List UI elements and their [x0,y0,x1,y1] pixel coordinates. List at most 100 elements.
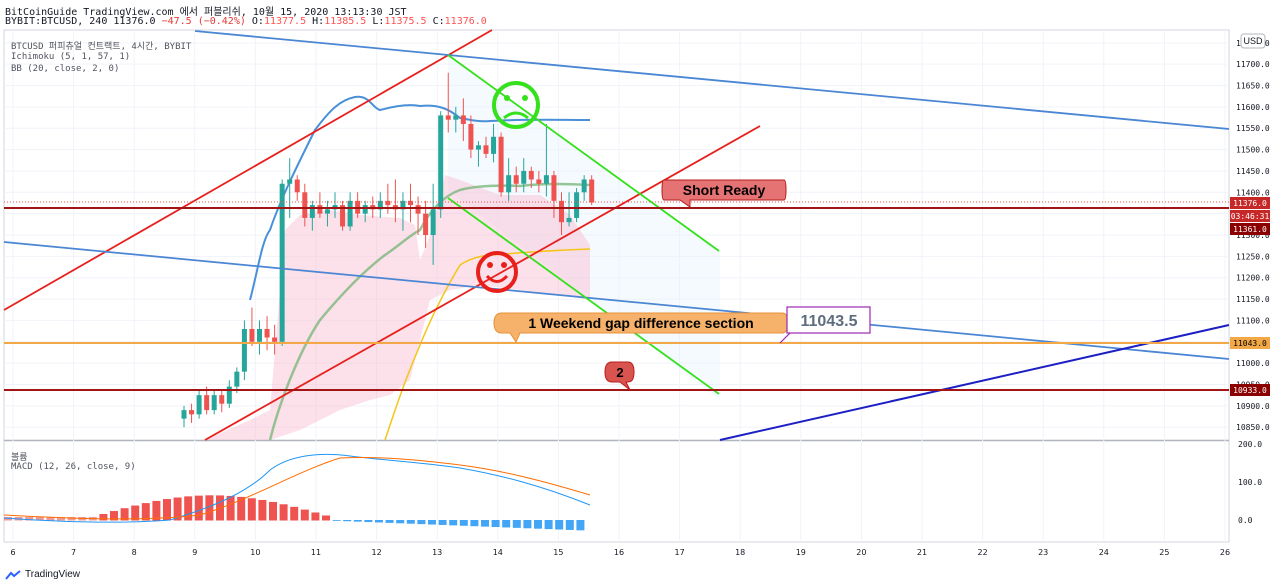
time-tick-label: 24 [1099,548,1109,557]
macd-histogram-bar [110,511,118,521]
time-tick-label: 13 [432,548,442,557]
price-tick-label: 11600.0 [1236,103,1270,112]
legend-macd[interactable]: MACD (12, 26, close, 9) [11,462,136,472]
legend-bb[interactable]: BB (20, close, 2, 0) [11,64,120,74]
macd-histogram-bar [247,498,256,521]
price-tick-label: 10850.0 [1236,423,1270,432]
macd-line [3,453,591,523]
price-tick-label: 11400.0 [1236,188,1270,197]
macd-histogram-bar [375,520,383,523]
candle-body [347,200,353,227]
macd-histogram-bar [226,495,235,521]
level1-tag: 11361.0 [1230,223,1270,235]
time-tick-label: 7 [71,548,76,557]
open-label: O: [251,16,264,27]
candle-body [211,395,217,411]
macd-indicator [3,453,591,531]
price-tick-label: 11200.0 [1236,274,1270,283]
price-tick-label: 11550.0 [1236,124,1270,133]
candle-body [196,395,202,415]
high-label: H: [312,16,325,27]
macd-histogram-bar [417,520,426,525]
time-tick-label: 6 [10,548,15,557]
countdown-tag: 03:46:31 [1230,210,1270,222]
level-two-callout[interactable]: 2 [604,361,635,391]
price-tick-label: 11500.0 [1236,146,1270,155]
time-axis[interactable]: 6 7 8 9 10 11 12 13 14 15 16 17 18 19 20 21 22 23 24 25 26 [10,548,1230,557]
macd-histogram-bar [35,516,44,521]
candle-body [498,136,504,193]
macd-histogram-bar [385,520,394,523]
trend-line-blue-lower [3,241,1230,360]
candle-body [574,192,580,218]
macd-histogram-bar [279,504,288,521]
macd-histogram-bar [449,520,458,526]
time-tick-label: 21 [917,548,927,557]
candle-body [272,337,278,342]
macd-tick-label: 0.0 [1238,516,1253,525]
legend-volume[interactable]: 볼륨 [11,453,28,463]
candle-body [589,179,595,203]
close-value: 11376.0 [444,16,487,27]
happy-face-icon [476,251,518,293]
time-tick-label: 11 [311,548,321,557]
candles [181,72,595,428]
level-two-label: 2 [616,365,623,380]
macd-histogram-bar [300,509,309,521]
macd-histogram-bar [470,520,479,527]
channel-line-green-upper [447,54,720,252]
candle-body [340,205,346,227]
countdown-text: 03:46:31 [1231,212,1270,221]
candle-body [415,205,421,214]
macd-histogram-bar [322,515,330,521]
trend-line-dark-blue [719,324,1230,441]
candle-body [309,205,315,218]
symbol-ohlc-line: BYBIT:BTCUSD, 240 11376.0 −47.5 (−0.42%)… [5,16,487,27]
time-tick-label: 8 [132,548,137,557]
macd-histogram-bar [290,506,299,521]
candle-body [257,328,262,342]
price-tick-label: 11150.0 [1236,295,1270,304]
candle-body [475,145,481,150]
low-label: L: [372,16,385,27]
weekend-gap-label: 1 Weekend gap difference section [528,315,753,331]
macd-histogram-bar [57,516,65,521]
price-tick-label: 10900.0 [1236,402,1270,411]
macd-pane[interactable] [3,440,1230,543]
macd-histogram-bar [311,512,320,521]
price-tick-label: 11250.0 [1236,252,1270,261]
candle-body [423,213,429,235]
macd-tick-label: 100.0 [1238,478,1262,487]
gap-value-box[interactable]: 11043.5 [779,306,871,344]
candle-body [317,205,323,214]
macd-histogram-bar [194,495,203,521]
currency-button[interactable]: USD [1240,33,1266,49]
symbol-label: BYBIT:BTCUSD, 240 [5,16,108,27]
price-tick-label: 11100.0 [1236,316,1270,325]
short-ready-callout[interactable]: Short Ready [661,179,787,208]
time-tick-label: 16 [614,548,624,557]
macd-histogram-bar [67,516,76,521]
legend-ichimoku[interactable]: Ichimoku (5, 1, 57, 1) [11,52,131,62]
time-tick-label: 12 [372,548,382,557]
current-price-tag: 11376.0 [1230,197,1270,209]
price-change: −47.5 (−0.42%) [161,16,246,27]
macd-histogram-bar [396,520,405,524]
macd-histogram-bar [163,499,171,521]
macd-histogram-bar [406,520,415,524]
candle-body [204,395,210,411]
macd-tick-label: 200.0 [1238,440,1262,449]
weekend-gap-callout[interactable]: 1 Weekend gap difference section [493,312,789,344]
candle-body [408,200,413,206]
candle-body [559,200,564,223]
candle-body [453,115,459,120]
time-tick-label: 17 [675,548,685,557]
tradingview-logo[interactable]: TradingView [5,569,80,580]
ichimoku-cloud [205,175,590,440]
candle-body [234,371,240,387]
price-axis[interactable]: 10850.010900.010950.011000.011050.011100… [1236,39,1270,525]
close-label: C: [432,16,445,27]
macd-histogram-bar [438,520,447,525]
macd-histogram-bar [491,520,500,528]
